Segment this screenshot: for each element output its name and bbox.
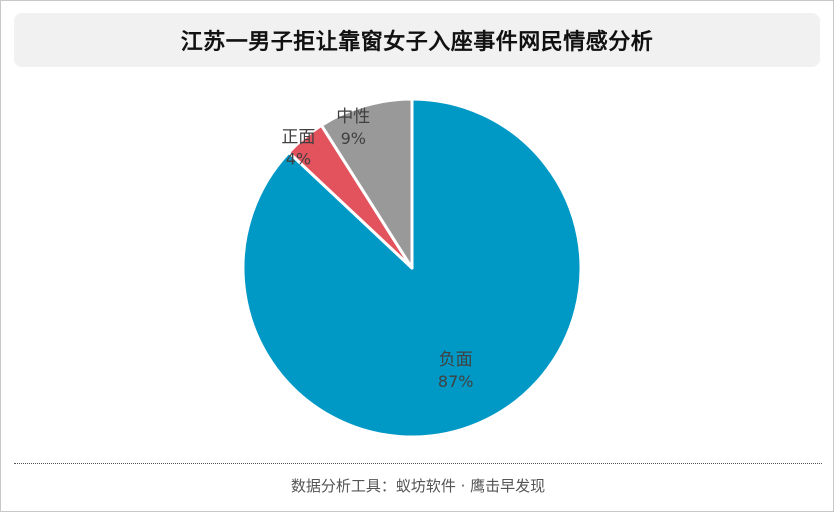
footer-divider — [14, 463, 822, 464]
slice-label-2: 中性 — [336, 107, 370, 127]
slice-value-1: 4% — [286, 149, 311, 168]
pie-chart: 负面 87% 正面 4% 中性 9% — [241, 97, 583, 439]
slice-label-0: 负面 — [439, 350, 473, 370]
chart-title: 江苏一男子拒让靠窗女子入座事件网民情感分析 — [180, 30, 654, 55]
slice-value-2: 9% — [341, 129, 366, 148]
footer-source: 数据分析工具：蚁坊软件 · 鹰击早发现 — [290, 477, 546, 495]
slice-value-0: 87% — [438, 372, 474, 391]
pie-slice-2 — [319, 97, 414, 270]
title-bar: 江苏一男子拒让靠窗女子入座事件网民情感分析 — [14, 13, 820, 67]
pie-slice-0 — [241, 97, 583, 439]
slice-label-1: 正面 — [281, 127, 315, 147]
